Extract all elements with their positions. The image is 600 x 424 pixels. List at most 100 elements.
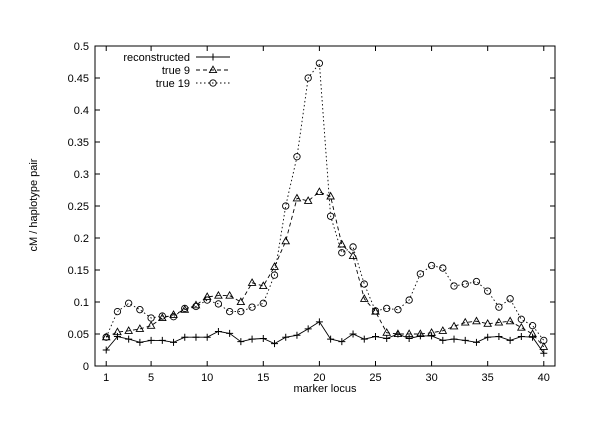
- y-tick-label: 0.25: [68, 201, 89, 213]
- data-point: [157, 313, 167, 322]
- data-point: [416, 270, 425, 278]
- data-point: [427, 261, 436, 270]
- data-point: [248, 335, 256, 343]
- y-tick-label: 0.35: [68, 137, 89, 149]
- data-point: [360, 280, 368, 288]
- legend-marker: [209, 79, 217, 87]
- data-point: [124, 326, 134, 334]
- data-point: [293, 331, 301, 339]
- data-point: [181, 333, 189, 341]
- data-point: [383, 334, 391, 342]
- data-point: [338, 249, 346, 257]
- x-tick-label: 1: [103, 372, 109, 384]
- data-point: [450, 282, 458, 290]
- data-point: [540, 349, 548, 357]
- data-point: [428, 332, 436, 340]
- data-point: [404, 329, 414, 338]
- data-point: [349, 330, 357, 338]
- data-point: [405, 334, 413, 342]
- data-point: [449, 321, 459, 330]
- data-point: [393, 329, 403, 338]
- y-tick-label: 0.4: [74, 105, 89, 117]
- data-point: [203, 296, 211, 304]
- data-point: [439, 264, 447, 272]
- legend-item: reconstructed: [123, 52, 230, 64]
- data-point: [383, 304, 391, 313]
- data-point: [203, 333, 211, 341]
- data-point: [460, 317, 470, 326]
- legend-item: true 19: [156, 78, 230, 90]
- data-point: [248, 303, 256, 311]
- data-point: [282, 333, 290, 341]
- data-point: [495, 333, 503, 341]
- data-point: [461, 280, 469, 288]
- data-point: [472, 316, 481, 325]
- data-point: [303, 196, 313, 204]
- data-point: [472, 338, 480, 346]
- data-point: [394, 306, 402, 314]
- data-point: [484, 287, 492, 295]
- data-point: [158, 312, 166, 320]
- legend-item: true 9: [162, 65, 230, 77]
- data-point: [214, 327, 222, 335]
- data-point: [371, 307, 380, 315]
- data-point: [528, 322, 537, 330]
- data-point: [113, 307, 122, 316]
- y-tick-label: 0: [83, 361, 89, 373]
- y-tick-label: 0.5: [74, 41, 89, 53]
- x-axis-label: marker locus: [294, 383, 357, 395]
- data-point: [505, 316, 515, 325]
- data-point: [258, 281, 268, 290]
- data-point: [192, 302, 200, 311]
- data-point: [292, 193, 302, 202]
- data-point: [405, 296, 413, 304]
- data-point: [461, 336, 469, 344]
- data-point: [348, 251, 358, 259]
- data-point: [382, 328, 392, 336]
- data-point: [125, 335, 133, 343]
- data-point: [135, 324, 145, 332]
- data-point: [259, 299, 267, 307]
- data-point: [237, 307, 245, 316]
- x-tick-label: 30: [425, 372, 437, 384]
- y-tick-label: 0.45: [68, 73, 89, 85]
- data-point: [113, 327, 122, 336]
- data-point: [146, 320, 156, 329]
- data-point: [281, 236, 291, 245]
- data-point: [271, 340, 279, 348]
- data-point: [101, 332, 111, 341]
- data-point: [539, 342, 549, 350]
- data-point: [170, 338, 178, 346]
- data-point: [415, 329, 425, 338]
- x-tick-label: 15: [257, 372, 269, 384]
- data-point: [214, 290, 223, 299]
- data-point: [136, 306, 144, 314]
- data-point: [450, 335, 458, 343]
- data-point: [225, 307, 234, 316]
- data-point: [371, 333, 379, 341]
- data-point: [180, 304, 190, 313]
- data-point: [416, 332, 424, 340]
- data-point: [147, 336, 155, 344]
- data-point: [270, 262, 279, 270]
- data-point: [181, 304, 189, 313]
- data-point: [472, 277, 481, 286]
- data-point: [214, 300, 223, 308]
- x-tick-label: 25: [369, 372, 381, 384]
- data-point: [226, 329, 234, 337]
- data-point: [517, 333, 525, 341]
- data-point: [484, 333, 492, 341]
- x-tick-label: 35: [482, 372, 494, 384]
- data-point: [517, 315, 525, 323]
- data-point: [113, 333, 121, 341]
- legend-label: true 19: [156, 78, 190, 90]
- data-point: [438, 326, 448, 334]
- data-point: [192, 333, 200, 341]
- y-tick-label: 0.3: [74, 169, 89, 181]
- data-point: [270, 271, 279, 279]
- data-point: [337, 239, 347, 248]
- x-tick-label: 20: [313, 372, 325, 384]
- data-point: [236, 297, 246, 306]
